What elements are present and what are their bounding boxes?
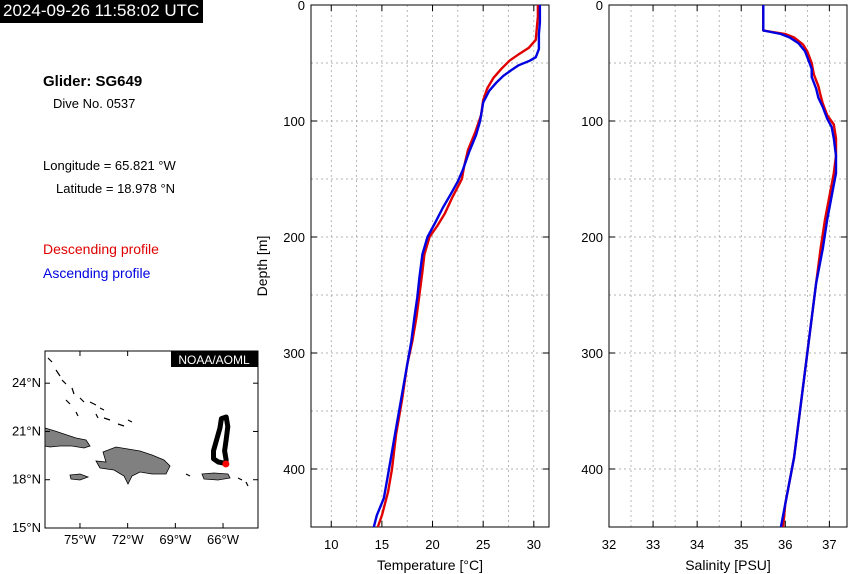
y-tick-label: 400 [283, 462, 305, 477]
land-cuba [44, 427, 91, 449]
x-tick-label: 15 [375, 537, 389, 552]
y-tick-label: 300 [581, 346, 603, 361]
map-lon-tick: 72°W [112, 532, 145, 547]
salinity-chart: 0 100 200 300 400 32 33 34 35 36 37 Salinity [PSU] [581, 0, 848, 573]
map-credit: NOAA/AOML [178, 353, 250, 367]
timestamp-label: 2024-09-26 11:58:02 UTC [0, 0, 204, 23]
temperature-chart: 0 100 200 300 400 10 15 20 25 30 Temperature [°C] D… [254, 0, 550, 573]
x-tick-label: 36 [778, 537, 792, 552]
location-map: NOAA/AOML 24°N 21°N 18°N 15°N 75°W 72°W 69°W 66… [12, 350, 259, 547]
x-axis-label: Salinity [PSU] [685, 557, 771, 573]
series-line-ascending [372, 5, 542, 528]
x-tick-label: 32 [602, 537, 616, 552]
y-tick-label: 0 [596, 0, 603, 13]
x-axis-label: Temperature [°C] [377, 557, 483, 573]
x-tick-label: 25 [476, 537, 490, 552]
land-puerto-rico [201, 472, 231, 481]
plot-frame [608, 4, 848, 528]
legend-ascending: Ascending profile [43, 265, 151, 281]
longitude-readout: Longitude = 65.821 °W [43, 158, 176, 173]
series-line-ascending [762, 5, 838, 528]
dive-number: Dive No. 0537 [53, 96, 136, 111]
map-lon-tick: 75°W [64, 532, 97, 547]
x-tick-label: 33 [646, 537, 660, 552]
plot-frame [310, 4, 550, 528]
map-lat-tick: 15°N [12, 520, 41, 535]
x-tick-label: 37 [822, 537, 836, 552]
map-credit-box [171, 351, 258, 367]
y-tick-label: 200 [283, 230, 305, 245]
y-tick-label: 300 [283, 346, 305, 361]
map-lat-tick: 21°N [12, 423, 41, 438]
land-small-islands [185, 473, 249, 487]
map-lat-tick: 18°N [12, 472, 41, 487]
land-hispaniola [95, 446, 171, 485]
y-axis-label: Depth [m] [254, 236, 270, 297]
series-line-descending [762, 5, 838, 528]
y-tick-label: 200 [581, 230, 603, 245]
x-tick-label: 20 [425, 537, 439, 552]
map-lon-tick: 69°W [159, 532, 192, 547]
map-lat-tick: 24°N [12, 375, 41, 390]
land-bahamas [47, 357, 133, 427]
x-tick-label: 10 [324, 537, 338, 552]
x-tick-label: 35 [734, 537, 748, 552]
glider-name: Glider: SG649 [43, 73, 143, 90]
glider-position-marker [222, 460, 230, 468]
legend-descending: Descending profile [43, 241, 159, 257]
glider-track [211, 414, 231, 467]
y-tick-label: 100 [283, 114, 305, 129]
land-jamaica [69, 473, 90, 481]
y-tick-label: 400 [581, 462, 603, 477]
latitude-readout: Latitude = 18.978 °N [56, 181, 176, 196]
x-tick-label: 30 [527, 537, 541, 552]
y-tick-label: 0 [298, 0, 305, 13]
y-tick-label: 100 [581, 114, 603, 129]
map-lon-tick: 66°W [207, 532, 240, 547]
x-tick-label: 34 [690, 537, 704, 552]
